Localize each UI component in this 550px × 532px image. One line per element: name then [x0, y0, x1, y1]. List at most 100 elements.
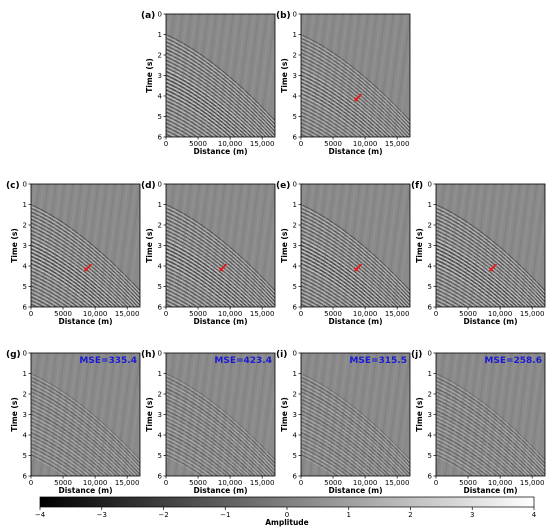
x-tick-label: 5000 — [54, 479, 72, 487]
x-axis-label: Distance (m) — [58, 317, 112, 326]
x-axis-label: Distance (m) — [328, 317, 382, 326]
y-tick-label: 5 — [293, 452, 297, 460]
x-tick-label: 10,000 — [83, 479, 108, 487]
panel-label: (h) — [141, 350, 156, 360]
mse-value: MSE=423.4 — [214, 356, 272, 366]
panel-label: (e) — [276, 181, 290, 191]
y-tick-label: 2 — [158, 391, 162, 399]
seismic-texture — [166, 14, 275, 137]
y-tick-label: 3 — [23, 242, 27, 250]
y-tick-label: 5 — [293, 113, 297, 121]
panel-g: 0 5000 10,000 15,000 0 1 2 3 4 5 6 Distance (m) Time… — [6, 350, 141, 495]
panel-label: (d) — [141, 181, 156, 191]
x-tick-label: 15,000 — [385, 479, 410, 487]
x-axis-label: Distance (m) — [193, 486, 247, 495]
arrow-icon — [354, 93, 363, 102]
x-tick-label: 15,000 — [250, 140, 275, 148]
panel-label: (i) — [276, 350, 287, 360]
x-tick-label: 0 — [29, 479, 33, 487]
seismic-texture — [301, 184, 410, 307]
y-tick-label: 2 — [293, 222, 297, 230]
panel-h: 0 5000 10,000 15,000 0 1 2 3 4 5 6 Distance (m) Time… — [141, 350, 276, 495]
x-tick-label: 0 — [434, 479, 438, 487]
panel-j: 0 5000 10,000 15,000 0 1 2 3 4 5 6 Distance (m) Time… — [411, 350, 546, 495]
y-tick-label: 2 — [158, 52, 162, 60]
colorbar-label: Amplitude — [265, 518, 309, 527]
y-tick-label: 3 — [293, 72, 297, 80]
seismic-texture — [31, 353, 140, 476]
y-tick-label: 3 — [428, 411, 432, 419]
y-axis-label: Time (s) — [280, 397, 289, 432]
panel-b: 0 5000 10,000 15,000 0 1 2 3 4 5 6 Distance (m) Time… — [276, 11, 411, 156]
panel-f: 0 5000 10,000 15,000 0 1 2 3 4 5 6 Distance (m) Time… — [411, 181, 546, 326]
seismic-image-i — [301, 353, 410, 476]
y-tick-label: 4 — [293, 93, 298, 101]
y-tick-label: 6 — [158, 304, 163, 312]
seismic-image-g — [31, 353, 140, 476]
x-tick-label: 5000 — [54, 310, 72, 318]
x-tick-label: 5000 — [324, 310, 342, 318]
y-tick-label: 6 — [293, 134, 298, 142]
y-tick-label: 0 — [158, 181, 162, 189]
y-tick-label: 4 — [293, 263, 298, 271]
y-tick-label: 2 — [428, 222, 432, 230]
seismic-texture — [301, 14, 410, 137]
x-tick-label: 15,000 — [115, 479, 140, 487]
x-tick-label: 0 — [164, 479, 168, 487]
seismic-texture — [301, 353, 410, 476]
colorbar-tick-label: −4 — [35, 511, 46, 519]
y-tick-label: 1 — [428, 201, 432, 209]
y-tick-label: 0 — [428, 350, 432, 358]
panel-label: (j) — [411, 350, 422, 360]
y-tick-label: 3 — [428, 242, 432, 250]
y-tick-label: 1 — [23, 370, 27, 378]
y-tick-label: 1 — [23, 201, 27, 209]
y-axis-label: Time (s) — [10, 397, 19, 432]
y-tick-label: 6 — [428, 473, 433, 481]
x-tick-label: 0 — [299, 310, 303, 318]
x-tick-label: 15,000 — [520, 479, 545, 487]
x-tick-label: 10,000 — [218, 140, 243, 148]
y-axis-label: Time (s) — [145, 228, 154, 263]
y-tick-label: 0 — [158, 350, 162, 358]
x-tick-label: 15,000 — [115, 310, 140, 318]
y-tick-label: 2 — [23, 391, 27, 399]
x-tick-label: 5000 — [324, 479, 342, 487]
x-tick-label: 15,000 — [250, 479, 275, 487]
x-tick-label: 10,000 — [488, 310, 513, 318]
x-tick-label: 5000 — [189, 479, 207, 487]
colorbar-tick-label: 3 — [470, 511, 474, 519]
y-tick-label: 2 — [428, 391, 432, 399]
panel-label: (f) — [411, 181, 423, 191]
seismic-image-b — [301, 14, 410, 137]
arrow-icon — [354, 263, 363, 272]
y-tick-label: 5 — [293, 283, 297, 291]
colorbar-gradient — [39, 496, 535, 508]
y-axis-label: Time (s) — [145, 58, 154, 93]
panel-a: 0 5000 10,000 15,000 0 1 2 3 4 5 6 Distance (m) Time… — [141, 11, 276, 156]
y-tick-label: 4 — [158, 93, 163, 101]
y-tick-label: 4 — [158, 263, 163, 271]
x-tick-label: 10,000 — [218, 310, 243, 318]
y-tick-label: 1 — [293, 370, 297, 378]
x-axis-label: Distance (m) — [58, 486, 112, 495]
x-tick-label: 10,000 — [353, 479, 378, 487]
y-tick-label: 6 — [158, 473, 163, 481]
y-tick-label: 6 — [158, 134, 163, 142]
x-tick-label: 5000 — [459, 479, 477, 487]
y-tick-label: 4 — [23, 263, 28, 271]
colorbar-tick-label: −3 — [97, 511, 107, 519]
x-tick-label: 15,000 — [385, 140, 410, 148]
y-tick-label: 5 — [158, 113, 162, 121]
y-tick-label: 0 — [428, 181, 432, 189]
y-tick-label: 1 — [158, 370, 162, 378]
panel-label: (c) — [6, 181, 20, 191]
y-tick-label: 6 — [23, 304, 28, 312]
mse-value: MSE=315.5 — [349, 356, 407, 366]
x-tick-label: 0 — [299, 479, 303, 487]
y-tick-label: 3 — [158, 411, 162, 419]
y-tick-label: 3 — [158, 72, 162, 80]
y-axis-label: Time (s) — [415, 228, 424, 263]
seismic-image-j — [436, 353, 545, 476]
